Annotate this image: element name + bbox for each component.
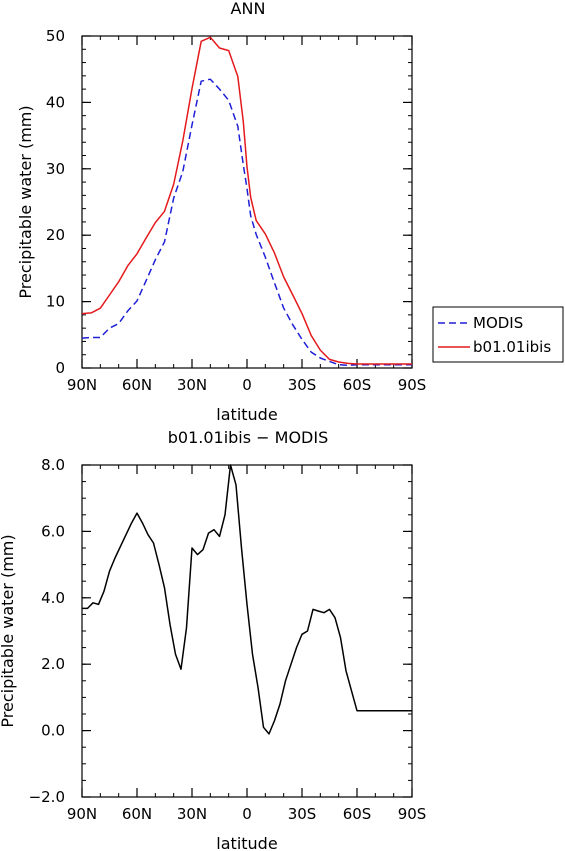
axis-ticks: 90N 60N 30N 0 30S 60S 90S −2.0 0.0 2.0 4.0 6.0 8.0 [29, 456, 427, 823]
x-tick-label: 90N [67, 376, 97, 394]
y-tick-label: 30 [46, 160, 65, 178]
x-tick-label: 0 [242, 805, 252, 823]
x-tick-label: 30S [288, 805, 317, 823]
x-tick-label: 60N [122, 805, 152, 823]
y-tick-label: 4.0 [41, 589, 65, 607]
x-tick-label: 90N [67, 805, 97, 823]
y-tick-label: 0.0 [41, 722, 65, 740]
y-tick-label: −2.0 [29, 788, 65, 806]
legend: MODIS b01.01ibis [432, 306, 564, 363]
series-line-modis [81, 78, 412, 367]
x-tick-label: 0 [242, 376, 252, 394]
x-axis-label: latitude [216, 405, 277, 424]
x-axis-label: latitude [216, 834, 277, 851]
plot-frame [81, 464, 413, 798]
x-tick-label: 90S [398, 805, 427, 823]
chart-title: b01.01ibis − MODIS [168, 428, 329, 447]
x-tick-label: 60S [343, 376, 372, 394]
y-tick-label: 10 [46, 293, 65, 311]
x-tick-label: 90S [398, 376, 427, 394]
y-tick-label: 6.0 [41, 522, 65, 540]
legend-modis-label: MODIS [473, 314, 523, 332]
chart-title: ANN [231, 0, 266, 18]
x-tick-label: 30S [288, 376, 317, 394]
legend-box [432, 306, 564, 363]
x-tick-label: 60S [343, 805, 372, 823]
x-tick-label: 30N [177, 376, 207, 394]
y-tick-label: 8.0 [41, 456, 65, 474]
chart-ann: ANN 90N 60N 30N 0 30S 60S 90S 0 10 20 30 40 50 latit… [16, 0, 564, 424]
y-tick-label: 0 [55, 359, 65, 377]
y-axis-label: Precipitable water (mm) [0, 534, 17, 727]
plot-frame [81, 35, 413, 369]
legend-b01-01ibis-label: b01.01ibis [473, 338, 551, 356]
axis-ticks: 90N 60N 30N 0 30S 60S 90S 0 10 20 30 40 50 [46, 27, 426, 394]
series-lines [81, 36, 412, 367]
y-axis-label: Precipitable water (mm) [16, 105, 35, 298]
x-tick-label: 30N [177, 805, 207, 823]
y-tick-label: 50 [46, 27, 65, 45]
series-line-b01-01ibis [81, 36, 412, 365]
series-lines [82, 464, 412, 735]
y-tick-label: 40 [46, 93, 65, 111]
chart-difference: b01.01ibis − MODIS 90N 60N 30N 0 30S 60S 90S −2… [0, 428, 426, 851]
series-line-difference [82, 464, 412, 735]
y-tick-label: 2.0 [41, 655, 65, 673]
y-tick-label: 20 [46, 226, 65, 244]
x-tick-label: 60N [122, 376, 152, 394]
